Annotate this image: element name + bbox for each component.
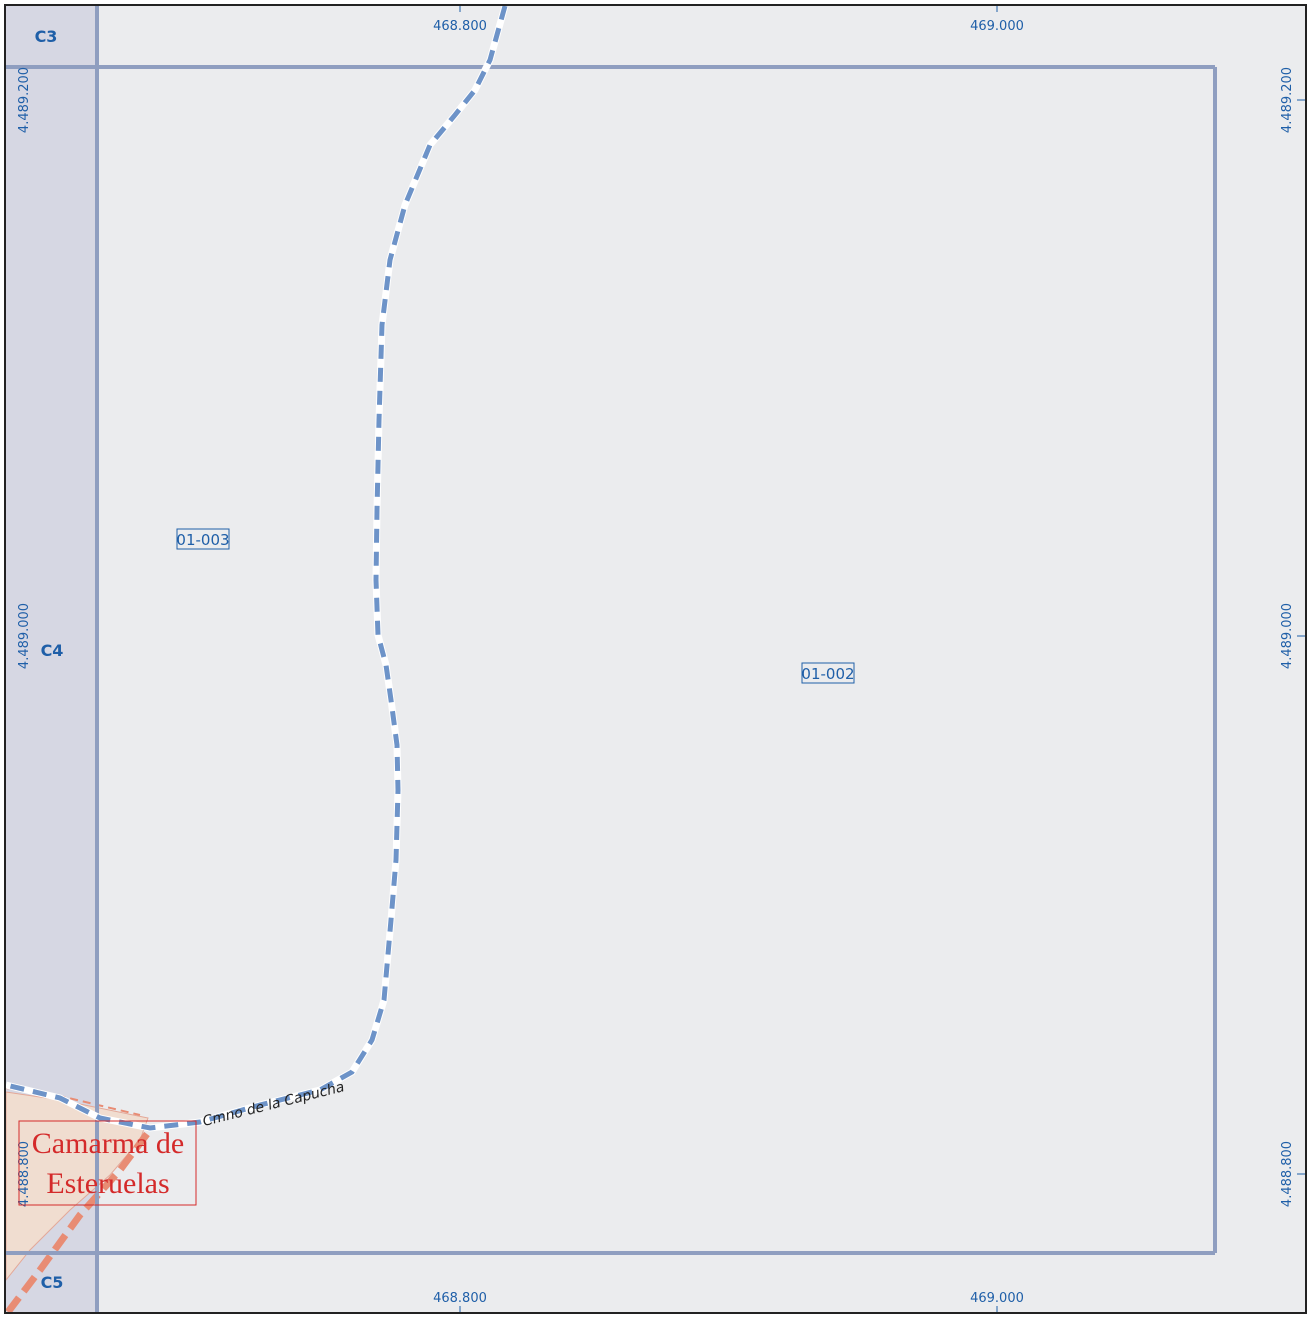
grid-label-left-2: 4.489.000 [17,603,32,669]
grid-label-right-3: 4.488.800 [1280,1141,1295,1207]
zone-label-c4[interactable]: C4 [41,641,64,660]
grid-label-bottom-1: 468.800 [433,1291,487,1306]
grid-label-left-1: 4.489.200 [17,67,32,133]
town-label-line1[interactable]: Camarma de [32,1127,184,1160]
parcel-box-01-002 [801,662,855,684]
urban-road-orange [5,1127,153,1315]
town-label-box [18,1120,197,1206]
grid-label-top-2: 469.000 [970,19,1024,34]
grid-label-left-3: 4.488.800 [17,1141,32,1207]
urban-area [5,1091,149,1282]
town-label-line2[interactable]: Esteruelas [46,1167,169,1200]
parcel-label-01-003[interactable]: 01-003 [176,531,229,549]
map-background [6,6,1305,1312]
road-camino-capucha-dash [5,5,508,1131]
zone-label-c3[interactable]: C3 [35,27,58,46]
grid-label-top-1: 468.800 [433,19,487,34]
parcel-box-01-003 [176,528,230,550]
grid-label-right-1: 4.489.200 [1280,67,1295,133]
grid-label-bottom-2: 469.000 [970,1291,1024,1306]
zone-label-c5[interactable]: C5 [41,1273,64,1292]
grid-label-right-2: 4.489.000 [1280,603,1295,669]
map-frame [4,4,1307,1314]
parcel-label-01-002[interactable]: 01-002 [801,665,854,683]
